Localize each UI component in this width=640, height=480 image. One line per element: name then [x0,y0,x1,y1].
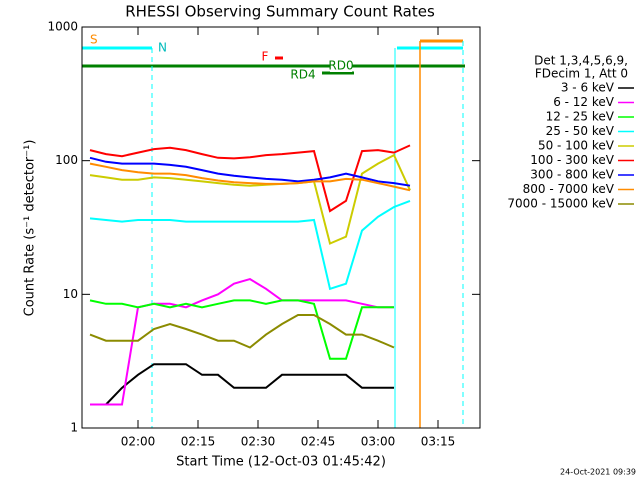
series-line [90,278,394,406]
y-tick-label: 1 [70,421,78,435]
series-line [89,314,395,349]
chart-title: RHESSI Observing Summary Count Rates [125,3,435,21]
x-tick-label: 02:30 [241,435,276,449]
y-tick-label: 1000 [47,20,78,34]
annotation: S [90,33,98,47]
legend-header: FDecim 1, Att 0 [535,67,628,81]
legend-label: 300 - 800 keV [530,168,614,182]
annotation: RD0 [328,59,353,73]
legend-header: Det 1,3,4,5,6,9, [534,54,628,68]
x-axis-label: Start Time (12-Oct-03 01:45:42) [176,455,386,470]
y-tick-label: 10 [63,287,78,301]
series-line [89,156,411,187]
y-axis-label: Count Rate (s⁻¹ detector⁻¹) [23,140,38,317]
legend-label: 800 - 7000 keV [523,182,615,196]
x-tick-label: 02:45 [301,435,336,449]
legend-label: 50 - 100 keV [538,139,615,153]
x-tick-label: 02:00 [121,435,156,449]
legend-label: 12 - 25 keV [546,110,615,124]
plot-frame [81,26,481,429]
label-bg [330,60,352,72]
annotation: RD4 [290,68,315,82]
legend-label: 6 - 12 keV [553,95,615,109]
series-line [89,299,394,360]
series-line [89,153,411,245]
annotations [82,39,465,428]
legend-label: 100 - 300 keV [530,153,614,167]
annotation: N [158,41,167,55]
x-tick-label: 02:15 [181,435,216,449]
timestamp: 24-Oct-2021 09:39 [560,468,636,477]
annotation: F [262,50,269,64]
y-tick-label: 100 [55,153,78,167]
x-tick-label: 03:15 [421,435,456,449]
legend-label: 7000 - 15000 keV [507,197,614,211]
series-line [89,162,411,192]
x-tick-label: 03:00 [361,435,396,449]
series-line [89,144,411,213]
legend-label: 25 - 50 keV [546,124,615,138]
series-line [89,199,411,291]
legend-label: 3 - 6 keV [561,81,615,95]
series-line [105,363,394,406]
